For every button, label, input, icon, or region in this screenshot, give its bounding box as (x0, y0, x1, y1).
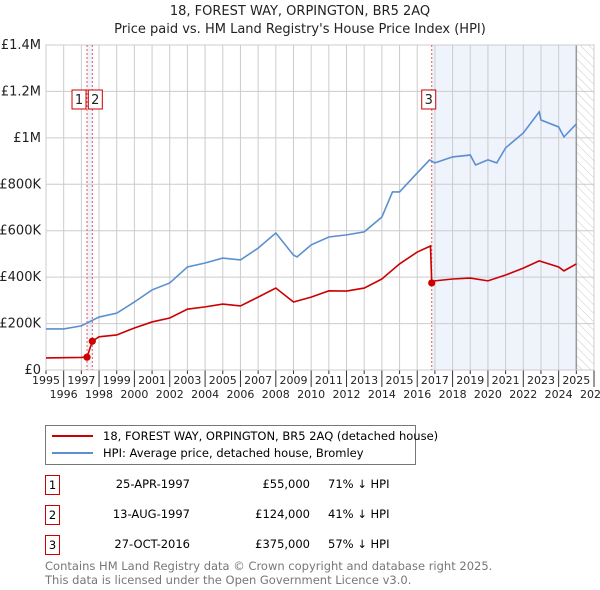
y-tick-label: £1.2M (1, 84, 41, 99)
y-tick-label: £0 (24, 363, 41, 378)
hpi-line (46, 109, 577, 330)
legend-item-property: 18, FOREST WAY, ORPINGTON, BR5 2AQ (deta… (46, 428, 438, 444)
legend-label-property: 18, FOREST WAY, ORPINGTON, BR5 2AQ (deta… (103, 429, 439, 443)
sale-number: 3 (45, 535, 60, 555)
x-tick-label: 2002 (156, 388, 184, 401)
sale-date: 25-APR-1997 (115, 477, 190, 491)
y-tick-label: £400K (0, 270, 41, 285)
sale-number: 2 (45, 505, 60, 525)
legend: 18, FOREST WAY, ORPINGTON, BR5 2AQ (deta… (45, 425, 438, 465)
x-tick-label: 2018 (439, 388, 467, 401)
x-tick-label: 2016 (403, 388, 431, 401)
sale-date: 27-OCT-2016 (114, 537, 190, 551)
sale-row: 1 25-APR-1997 £55,000 71% ↓ HPI (45, 475, 445, 495)
sale-label-box (421, 89, 437, 110)
legend-item-hpi: HPI: Average price, detached house, Brom… (46, 445, 364, 461)
post-sale-shade (431, 45, 577, 370)
plot-border (45, 44, 595, 371)
sale-price: £124,000 (255, 507, 310, 521)
x-tick-label: 1996 (50, 388, 78, 401)
x-tick-label: 2004 (191, 388, 219, 401)
x-tick-label: 2009 (279, 374, 307, 387)
x-tick-label: 2000 (120, 388, 148, 401)
sale-label-box (87, 89, 103, 110)
x-tick-label: 2015 (386, 374, 414, 387)
x-tick-label: 2006 (226, 388, 254, 401)
x-tick-label: 2020 (474, 388, 502, 401)
y-tick-label: £800K (0, 177, 41, 192)
chart-title: 18, FOREST WAY, ORPINGTON, BR5 2AQ (169, 4, 431, 19)
x-tick-label: 2022 (509, 388, 537, 401)
x-tick-label: 2003 (173, 374, 201, 387)
y-tick-label: £600K (0, 224, 41, 239)
x-tick-label: 2011 (315, 374, 343, 387)
x-tick-label: 2001 (138, 374, 166, 387)
footer-copyright: Contains HM Land Registry data © Crown c… (45, 559, 493, 573)
sale-price: £55,000 (262, 477, 310, 491)
y-tick-label: £1M (13, 131, 41, 146)
footer-licence: This data is licensed under the Open Gov… (45, 573, 412, 587)
x-tick-label: 2021 (492, 374, 520, 387)
legend-swatch-hpi (52, 452, 93, 454)
sale-point (83, 353, 91, 361)
x-tick-label: 2025 (562, 374, 590, 387)
sale-label-number: 1 (75, 93, 83, 108)
x-tick-label: 2007 (244, 374, 272, 387)
x-tick-label: 2019 (456, 374, 484, 387)
sale-label-number: 2 (91, 93, 99, 108)
x-tick-label: 2024 (545, 388, 573, 401)
forecast-hatch (576, 45, 594, 370)
legend-swatch-property (52, 435, 93, 437)
x-tick-label: 2014 (368, 388, 396, 401)
chart-subtitle: Price paid vs. HM Land Registry's House … (114, 22, 486, 37)
price-chart: £0£200K£400K£600K£800K£1M£1.2M£1.4M19951… (0, 38, 600, 401)
sale-row: 3 27-OCT-2016 £375,000 57% ↓ HPI (45, 535, 445, 555)
sale-number: 1 (45, 475, 60, 495)
x-tick-label: 2005 (209, 374, 237, 387)
legend-label-hpi: HPI: Average price, detached house, Brom… (103, 446, 364, 460)
y-tick-label: £200K (0, 317, 41, 332)
x-tick-label: 1995 (32, 374, 60, 387)
sale-hpi-diff: 57% ↓ HPI (328, 537, 390, 551)
x-tick-label: 1997 (67, 374, 95, 387)
sale-point (428, 279, 436, 287)
y-tick-label: £1.4M (1, 38, 41, 53)
x-tick-label: 2017 (421, 374, 449, 387)
x-tick-label: 1999 (103, 374, 131, 387)
x-tick-label: 2008 (262, 388, 290, 401)
sale-price: £375,000 (255, 537, 310, 551)
sale-period-shade (87, 45, 93, 370)
x-tick-label: 2010 (297, 388, 325, 401)
sale-hpi-diff: 41% ↓ HPI (328, 507, 390, 521)
x-tick-label: 2013 (350, 374, 378, 387)
x-tick-label: 2026 (580, 388, 600, 401)
sale-row: 2 13-AUG-1997 £124,000 41% ↓ HPI (45, 505, 445, 525)
x-tick-label: 2023 (527, 374, 555, 387)
sale-point (88, 337, 96, 345)
property-price-line (45, 244, 577, 359)
sale-label-number: 3 (425, 93, 433, 108)
sale-hpi-diff: 71% ↓ HPI (328, 477, 390, 491)
x-tick-label: 1998 (85, 388, 113, 401)
sale-date: 13-AUG-1997 (112, 507, 190, 521)
sale-label-box (71, 89, 87, 110)
x-tick-label: 2012 (333, 388, 361, 401)
